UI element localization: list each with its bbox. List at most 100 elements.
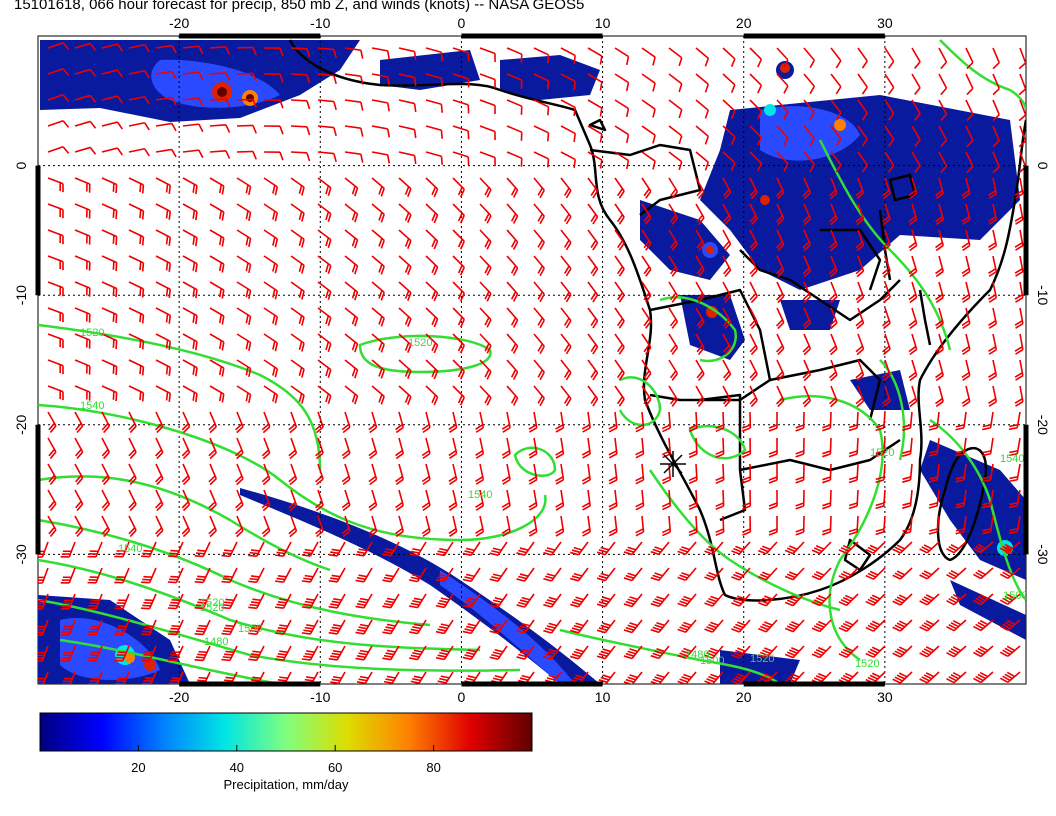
wind-barb — [221, 567, 238, 584]
wind-barb — [38, 671, 49, 684]
wind-barb — [911, 73, 921, 95]
wind-barb — [88, 671, 103, 684]
wind-barb — [757, 619, 778, 633]
height-contour-line — [939, 39, 1026, 111]
wind-barb — [452, 333, 466, 354]
colorbar-tick-label: 60 — [328, 760, 342, 775]
wind-barb — [101, 437, 111, 460]
wind-barb — [543, 645, 562, 660]
wind-barb — [382, 645, 400, 661]
wind-barb — [623, 645, 643, 660]
wind-barb — [288, 489, 298, 512]
height-contour-line — [618, 376, 662, 427]
wind-barb — [398, 177, 412, 197]
wind-barb — [74, 146, 97, 155]
wind-barb — [194, 593, 211, 610]
wind-barb — [47, 146, 70, 154]
wind-barb — [1008, 515, 1021, 535]
wind-barb — [533, 151, 550, 168]
wind-barb — [315, 437, 324, 460]
wind-barb — [650, 541, 670, 556]
height-contour-line — [59, 638, 281, 684]
wind-barb — [587, 73, 603, 91]
wind-barb — [409, 567, 427, 583]
wind-barb — [516, 541, 535, 556]
wind-barb — [317, 281, 332, 301]
contour-label: 1520 — [855, 658, 879, 670]
wind-barb — [722, 307, 732, 330]
wind-barb — [479, 333, 492, 354]
wind-barb — [749, 255, 758, 278]
wind-barb — [182, 281, 198, 299]
wind-barb — [328, 671, 346, 684]
wind-barb — [74, 437, 84, 460]
wind-barb — [830, 151, 842, 173]
wind-barb — [742, 437, 752, 458]
wind-barb — [382, 541, 400, 557]
wind-barb — [317, 255, 332, 275]
wind-barb — [775, 229, 785, 252]
wind-barb — [884, 99, 895, 121]
wind-barb — [317, 99, 337, 110]
wind-barb — [838, 645, 859, 659]
wind-barb — [635, 489, 645, 511]
wind-barb — [288, 515, 298, 538]
wind-barb — [47, 177, 64, 193]
wind-barb — [892, 645, 913, 658]
lon-tick-label-bottom: -20 — [169, 689, 189, 705]
wind-barb — [811, 619, 832, 633]
lat-tick-label-right: -10 — [1035, 285, 1051, 305]
wind-barb — [608, 489, 618, 511]
height-contour-line — [879, 359, 906, 461]
wind-barb — [155, 463, 164, 486]
precipitation-field — [38, 40, 1026, 684]
wind-barb — [641, 385, 652, 407]
contour-label: 1480 — [204, 636, 228, 648]
wind-barb — [803, 125, 816, 147]
wind-barb — [47, 255, 64, 271]
colorbar-tick-label: 20 — [131, 760, 145, 775]
wind-barb — [248, 593, 265, 610]
wind-barb — [828, 385, 838, 408]
wind-barb — [596, 593, 616, 608]
wind-barb — [784, 593, 805, 607]
wind-barb — [704, 645, 724, 659]
wind-barb — [641, 333, 652, 355]
wind-barb — [802, 359, 812, 382]
wind-barb — [668, 333, 679, 355]
wind-barb — [811, 541, 832, 555]
wind-barb — [935, 333, 944, 356]
wind-barb — [668, 385, 679, 407]
wind-barb — [274, 619, 292, 635]
wind-barb — [641, 359, 652, 381]
wind-barb — [677, 593, 697, 608]
map-title: 15101618, 066 hour forecast for precip, … — [14, 0, 585, 13]
lon-tick-label-top: 20 — [736, 15, 752, 31]
wind-barb — [236, 229, 252, 248]
wind-barb — [208, 411, 217, 434]
wind-barb — [830, 99, 842, 121]
colorbar-bar — [39, 712, 533, 752]
wind-barb — [668, 47, 683, 67]
wind-barb — [855, 385, 865, 408]
wind-barb — [452, 307, 466, 328]
wind-barb — [398, 385, 412, 405]
wind-barb — [775, 203, 785, 226]
wind-barb — [236, 307, 252, 326]
wind-barb — [908, 281, 918, 304]
wind-barb — [452, 151, 470, 166]
contour-label: 1540 — [468, 489, 492, 501]
wind-barb — [822, 411, 832, 432]
wind-barb — [982, 463, 994, 483]
country-border-6 — [739, 249, 901, 322]
wind-barb — [409, 593, 427, 609]
wind-barb — [101, 385, 118, 402]
wind-barb — [822, 489, 832, 510]
wind-barb — [749, 229, 758, 252]
wind-barb — [902, 515, 913, 535]
wind-barb — [533, 73, 550, 90]
wind-barb — [882, 307, 891, 330]
wind-barb — [802, 255, 812, 278]
wind-barb — [221, 619, 238, 636]
wind-barb — [371, 307, 385, 327]
